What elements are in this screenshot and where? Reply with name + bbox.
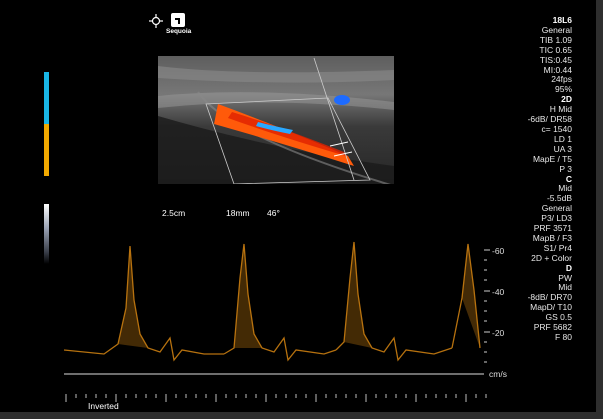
param-line: Mid [558, 183, 572, 194]
parameter-panel: 18L6 General TIB 1.09 TIC 0.65 TIS:0.45 MI:0.… [462, 15, 573, 343]
color-scale-bar [44, 72, 49, 176]
doppler-spectrum [64, 241, 484, 375]
param-line: TIS:0.45 [539, 54, 572, 65]
param-line: 24fps [551, 74, 572, 85]
param-line: P 3 [559, 163, 572, 174]
gate-size: 18mm [226, 208, 250, 218]
inverted-label: Inverted [88, 401, 119, 411]
color-scale-negative [44, 124, 49, 176]
velocity-unit: cm/s [489, 369, 507, 379]
param-line: General [541, 24, 572, 35]
scale-label-40: -40 [492, 287, 505, 297]
param-line: LD 1 [554, 133, 572, 144]
ultrasound-screen: Sequoia 2.5cm 18mm 46° [0, 0, 596, 412]
param-line: General [541, 203, 572, 214]
brand-label: Sequoia [166, 28, 192, 35]
doppler-angle: 46° [267, 208, 280, 218]
param-line: PRF 3571 [533, 223, 572, 234]
param-section-header: 2D [561, 94, 572, 105]
param-section-header: 18L6 [552, 15, 572, 25]
param-line: MapE / T5 [532, 153, 572, 164]
param-line: 95% [554, 84, 572, 95]
param-line: -8dB/ DR70 [527, 292, 572, 303]
scale-label-60: -60 [492, 246, 505, 256]
param-line: P3/ LD3 [541, 213, 572, 224]
time-axis [65, 394, 487, 402]
param-section-header: C [565, 173, 572, 184]
param-line: TIB 1.09 [539, 34, 572, 45]
param-line: PW [558, 272, 572, 283]
param-line: c= 1540 [541, 123, 573, 134]
gray-scale-bar [44, 204, 49, 264]
sequoia-logo-icon [171, 13, 185, 32]
scale-label-20: -20 [492, 328, 505, 338]
param-line: MapD/ T10 [530, 302, 572, 313]
gate-depth: 2.5cm [162, 208, 186, 218]
param-line: TIC 0.65 [539, 44, 572, 55]
param-line: F 80 [554, 332, 572, 342]
param-line: -5.5dB [546, 193, 572, 204]
param-line: PRF 5682 [533, 322, 572, 333]
param-line: Mid [558, 282, 572, 293]
param-line: MapB / F3 [532, 232, 572, 243]
velocity-scale [484, 249, 490, 363]
param-line: S1/ Pr4 [543, 242, 572, 253]
param-line: MI:0.44 [543, 64, 572, 75]
crosshair-icon [149, 14, 163, 33]
param-line: 2D + Color [531, 252, 572, 263]
param-section-header: D [565, 262, 572, 273]
param-line: H Mid [549, 104, 572, 115]
param-line: UA 3 [553, 143, 572, 154]
color-scale-positive [44, 72, 49, 124]
bmode-image [158, 56, 394, 184]
spectral-waveform [64, 241, 481, 362]
spectral-fill [118, 242, 480, 348]
param-line: -6dB/ DR58 [527, 114, 572, 125]
param-line: GS 0.5 [545, 312, 572, 323]
